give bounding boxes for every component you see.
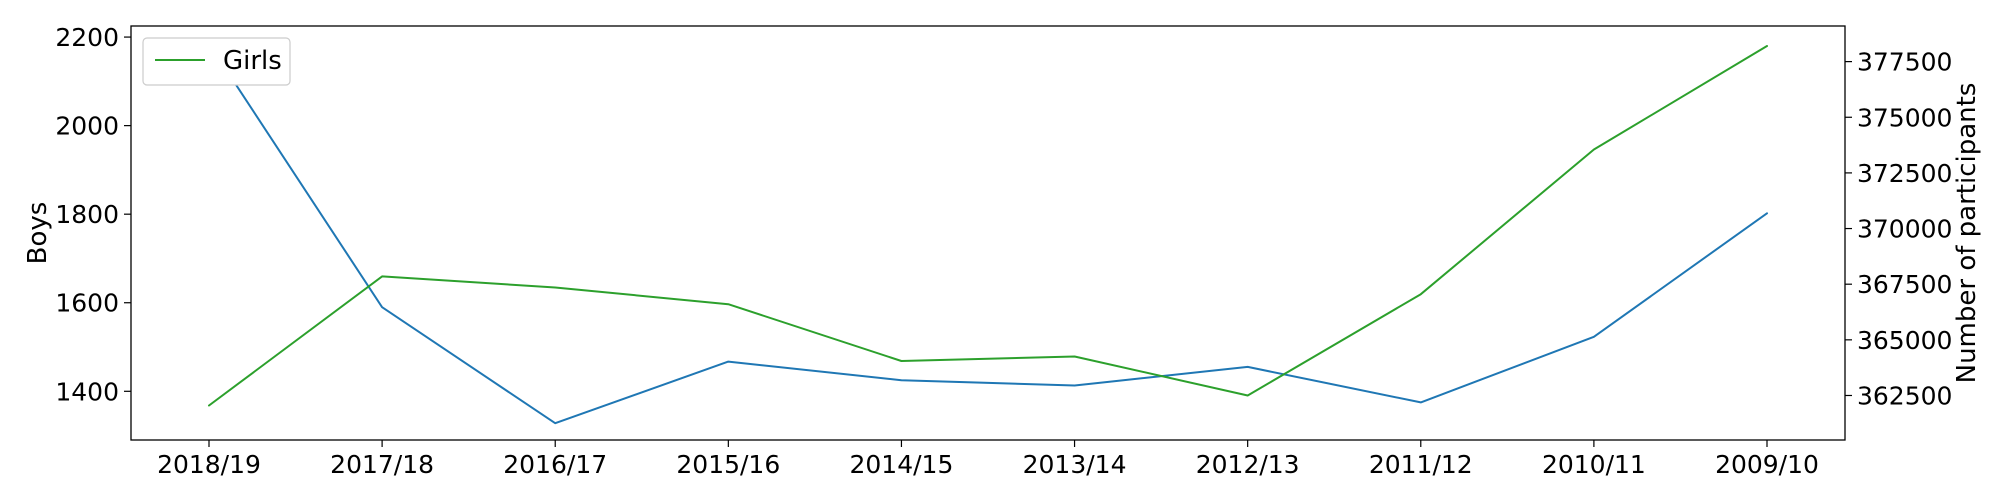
x-tick-label: 2017/18	[330, 450, 434, 479]
y-axis-label-left: Boys	[23, 202, 53, 265]
y-right-tick-label: 370000	[1857, 215, 1952, 244]
y-right-tick-label: 372500	[1857, 159, 1952, 188]
x-tick-label: 2013/14	[1023, 450, 1127, 479]
y-right-tick-label: 377500	[1857, 48, 1952, 77]
x-tick-label: 2014/15	[850, 450, 954, 479]
x-tick-label: 2012/13	[1196, 450, 1300, 479]
series-line-girls	[208, 45, 1768, 407]
series-line-boys	[208, 42, 1768, 425]
y-right-tick-label: 367500	[1857, 270, 1952, 299]
y-left-tick-label: 1400	[55, 377, 119, 406]
y-left-tick-label: 1800	[55, 200, 119, 229]
y-left-tick-label: 2000	[55, 112, 119, 141]
x-tick-label: 2016/17	[503, 450, 607, 479]
y-right-tick-label: 375000	[1857, 103, 1952, 132]
legend-frame	[142, 37, 291, 86]
x-tick-label: 2015/16	[676, 450, 780, 479]
x-tick-label: 2009/10	[1715, 450, 1819, 479]
y-right-tick-label: 362500	[1857, 381, 1952, 410]
legend-label-girls: Girls	[223, 46, 282, 76]
y-left-tick-label: 2200	[55, 23, 119, 52]
x-tick-label: 2018/19	[157, 450, 261, 479]
legend: Girls	[142, 37, 291, 86]
y-right-tick-label: 365000	[1857, 326, 1952, 355]
x-tick-label: 2011/12	[1369, 450, 1473, 479]
plot-area	[130, 25, 1846, 441]
y-axis-label-right: Number of participants	[1952, 83, 1982, 384]
y-left-tick-label: 1600	[55, 289, 119, 318]
x-tick-label: 2010/11	[1542, 450, 1646, 479]
